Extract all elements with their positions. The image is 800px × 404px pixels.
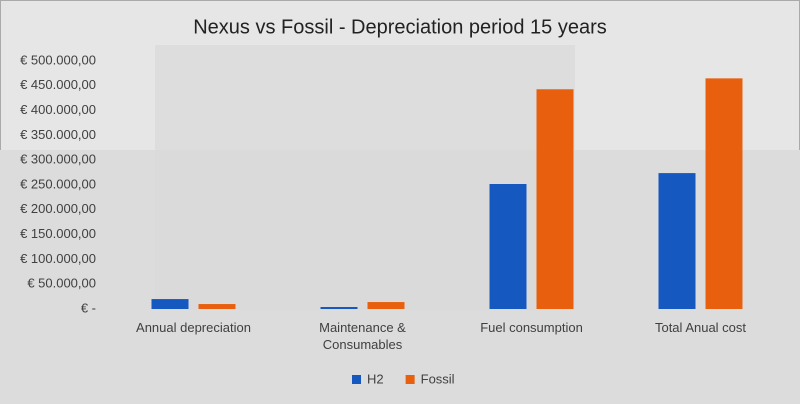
x-tick-label: Maintenance & Consumables [319,320,406,352]
legend-swatch [405,375,415,384]
bar [320,307,358,309]
bar [536,89,574,309]
bar [198,304,236,309]
x-tick-label: Annual depreciation [136,320,251,335]
legend-swatch [352,375,361,384]
bar [367,302,405,309]
y-tick-label: € 50.000,00 [27,276,96,291]
y-tick-label: € 200.000,00 [20,201,96,216]
legend-label: Fossil [421,371,455,386]
y-tick-label: € 300.000,00 [20,152,96,167]
legend-label: H2 [367,371,384,386]
bar [705,78,743,309]
y-tick-label: € 250.000,00 [20,176,96,191]
chart-title: Nexus vs Fossil - Depreciation period 15… [193,16,607,38]
bar [658,173,696,309]
y-tick-label: € 350.000,00 [20,127,96,142]
y-tick-label: € 100.000,00 [20,251,96,266]
x-tick-label: Total Anual cost [654,320,747,335]
y-tick-label: € 400.000,00 [20,102,96,117]
bar [151,299,189,309]
y-tick-label: € 150.000,00 [20,226,96,241]
bar [489,184,527,309]
y-tick-label: € - [81,300,96,315]
x-tick-label: Fuel consumption [480,320,583,335]
y-tick-label: € 450.000,00 [20,77,96,92]
y-tick-label: € 500.000,00 [20,52,96,67]
